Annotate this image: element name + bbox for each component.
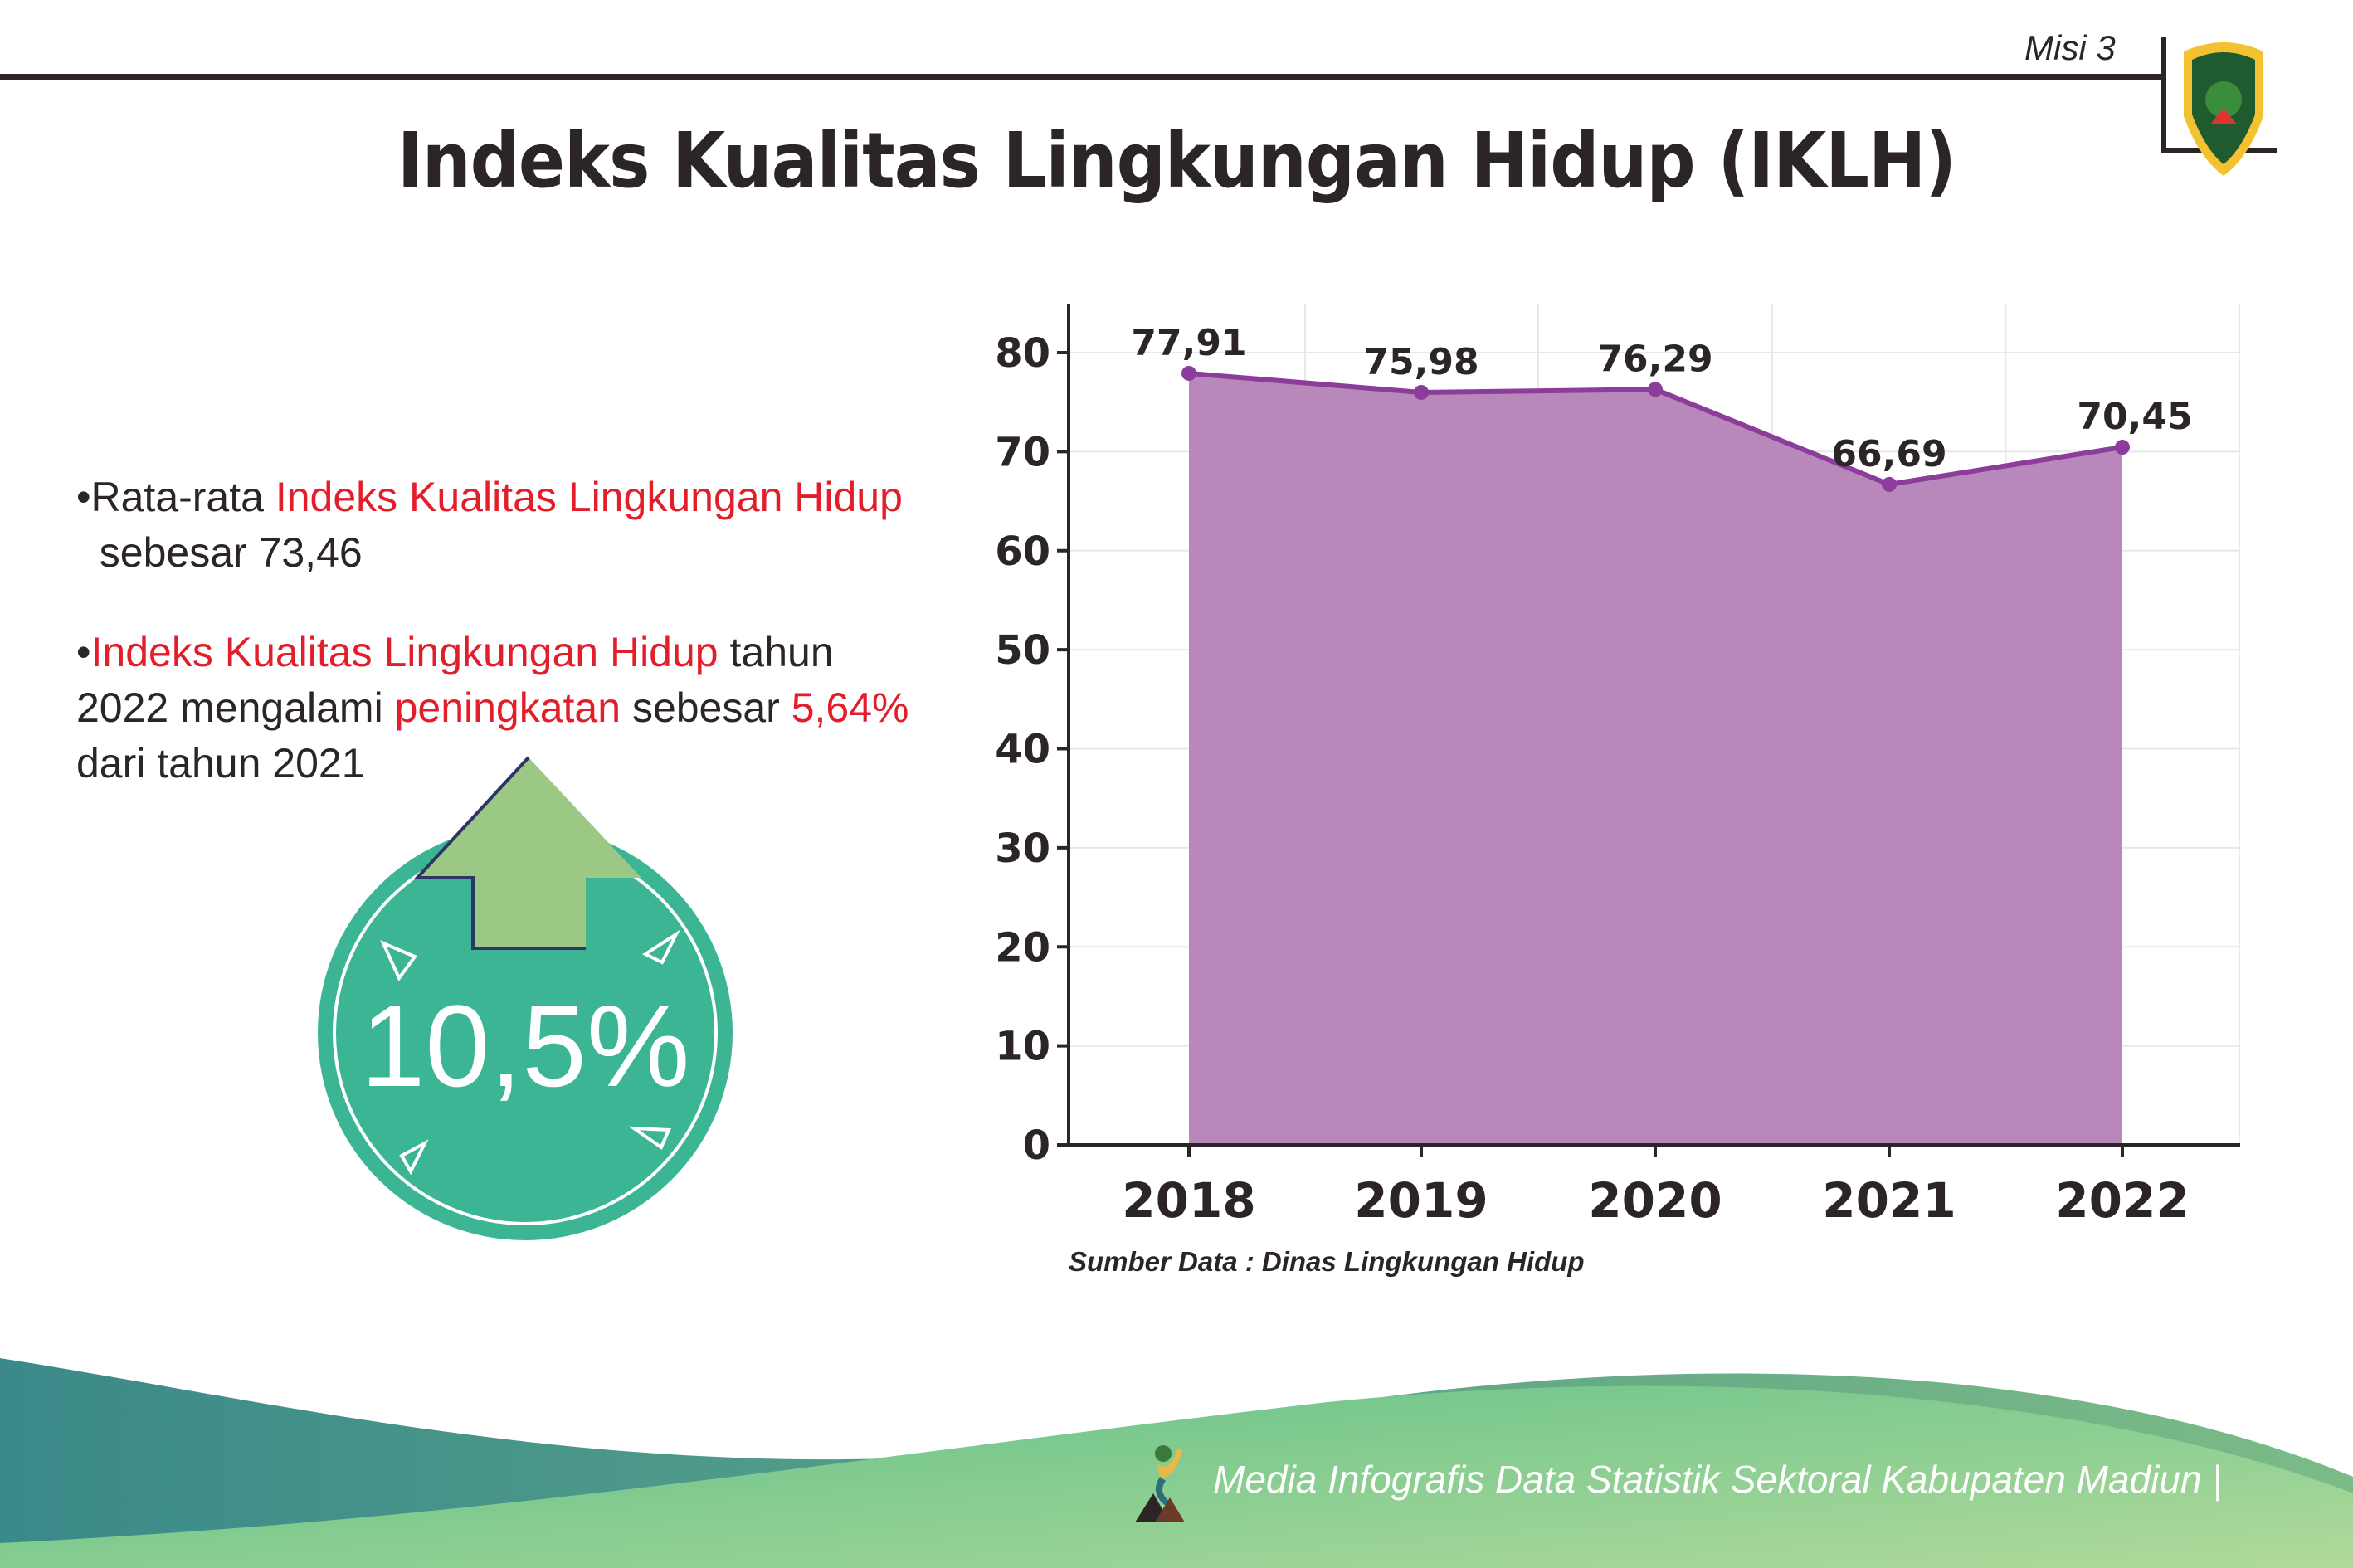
sparkle-triangles	[380, 929, 681, 1176]
bullet-text: sebesar 73,46	[87, 529, 363, 576]
data-point	[1882, 476, 1897, 492]
data-label: 76,29	[1597, 338, 1712, 380]
data-label: 77,91	[1131, 322, 1246, 364]
mission-label: Misi 3	[2024, 28, 2116, 67]
y-tick-label: 0	[1023, 1122, 1050, 1169]
bullet-highlight: 5,64%	[791, 684, 909, 731]
data-point	[1648, 382, 1663, 397]
y-tick-label: 50	[995, 627, 1050, 674]
bullet-text: Rata-rata	[90, 474, 275, 520]
footer-text: Media Infografis Data Statistik Sektoral…	[1213, 1458, 2223, 1501]
page-title: Indeks Kualitas Lingkungan Hidup (IKLH)	[397, 116, 1956, 205]
x-tick-label: 2020	[1588, 1172, 1722, 1229]
kabupaten-madiun-logo	[2184, 42, 2263, 176]
data-point	[2115, 440, 2130, 455]
y-tick-label: 40	[995, 727, 1050, 773]
data-source: Sumber Data : Dinas Lingkungan Hidup	[1069, 1246, 1585, 1277]
badge-circle	[318, 825, 733, 1240]
y-tick-label: 20	[995, 924, 1050, 971]
x-tick-label: 2019	[1354, 1172, 1488, 1229]
bullet-text: dari tahun 2021	[76, 740, 365, 786]
footer-wave-front	[0, 1385, 2353, 1568]
y-tick-label: 60	[995, 528, 1050, 575]
data-label: 70,45	[2077, 396, 2192, 438]
data-label: 66,69	[1831, 433, 1946, 475]
bullet-highlight: peningkatan	[394, 684, 621, 731]
bullet-text: sebesar	[621, 684, 792, 731]
bullet-increase: •Indeks Kualitas Lingkungan Hidup tahun …	[76, 629, 909, 786]
bullet-highlight: Indeks Kualitas Lingkungan Hidup	[90, 629, 719, 675]
y-tick-label: 70	[995, 429, 1050, 475]
bullet-text: tahun 2022 mengalami	[76, 629, 834, 731]
y-tick-label: 80	[995, 330, 1050, 377]
x-tick-label: 2021	[1822, 1172, 1956, 1229]
statistik-figure-icon	[1135, 1445, 1185, 1522]
x-tick-label: 2018	[1122, 1172, 1255, 1229]
data-point	[1414, 384, 1429, 400]
header-rule	[0, 74, 2165, 80]
increase-badge	[318, 756, 733, 1240]
x-tick-label: 2022	[2055, 1172, 2189, 1229]
header-corner-vertical	[2161, 37, 2166, 153]
badge-value: 10,5%	[360, 981, 690, 1111]
y-tick-label: 10	[995, 1024, 1050, 1070]
bullet-average: •Rata-rata Indeks Kualitas Lingkungan Hi…	[76, 474, 903, 576]
y-tick-label: 30	[995, 825, 1050, 872]
data-label: 75,98	[1363, 341, 1479, 383]
area-fill	[1189, 373, 2122, 1146]
arrow-up-icon	[413, 756, 641, 950]
data-point	[1181, 365, 1196, 381]
bullet-highlight: Indeks Kualitas Lingkungan Hidup	[275, 474, 903, 520]
